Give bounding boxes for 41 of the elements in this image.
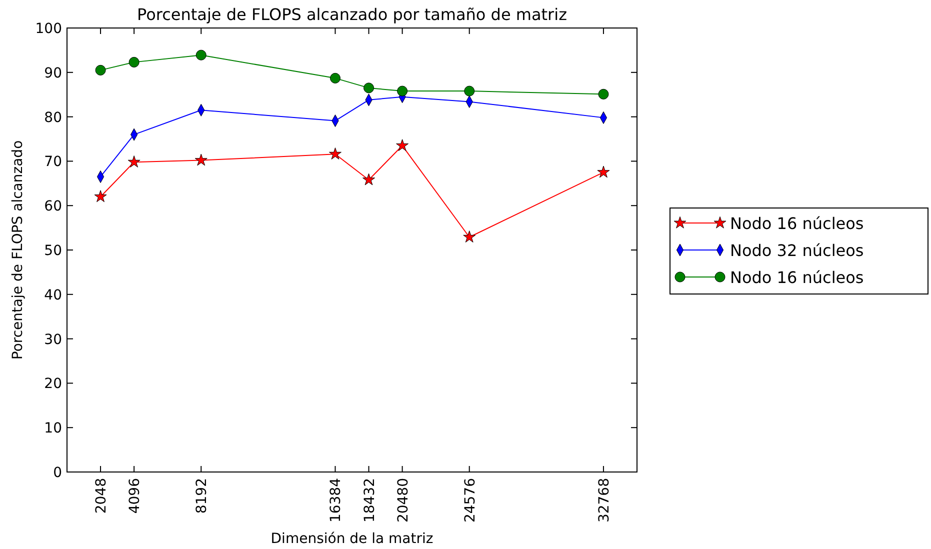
y-tick-label: 80 <box>44 110 62 126</box>
x-tick-label: 2048 <box>94 478 110 514</box>
y-tick-label: 90 <box>44 65 62 82</box>
x-axis-title: Dimensión de la matriz <box>270 531 434 547</box>
point <box>397 86 408 96</box>
point <box>194 154 208 166</box>
y-tick-label: 0 <box>53 465 62 481</box>
x-tick-label: 24576 <box>462 478 478 523</box>
point <box>363 82 374 94</box>
point <box>330 72 341 84</box>
y-tick-label: 30 <box>44 332 62 348</box>
point <box>597 166 610 178</box>
point <box>95 64 106 76</box>
point <box>464 86 475 96</box>
point <box>196 50 206 60</box>
x-tick-label: 8192 <box>194 478 210 514</box>
x-tick-label: 32768 <box>596 478 612 523</box>
y-tick-label: 60 <box>44 198 62 215</box>
point <box>94 190 107 202</box>
x-tick-label: 20480 <box>395 478 412 523</box>
x-tick-label: 18432 <box>362 478 378 523</box>
y-tick-label: 50 <box>44 243 62 259</box>
point <box>128 156 140 168</box>
y-tick-label: 70 <box>44 154 62 170</box>
point <box>396 139 409 152</box>
y-tick-label: 40 <box>44 287 62 304</box>
y-tick-label: 100 <box>35 21 62 37</box>
y-axis-title: Porcentaje de FLOPS alcanzado <box>10 140 26 360</box>
y-tick-label: 20 <box>44 376 62 392</box>
point <box>598 88 609 100</box>
point <box>328 148 342 160</box>
y-tick-label: 10 <box>44 420 62 437</box>
point <box>128 56 140 68</box>
legend-label: Nodo 16 núcleos <box>730 268 864 287</box>
point <box>463 230 476 242</box>
x-tick-label: 16384 <box>328 478 344 523</box>
chart-title: Porcentaje de FLOPS alcanzado por tamaño de matriz <box>137 5 567 24</box>
legend-label: Nodo 16 núcleos <box>730 214 864 233</box>
legend-label: Nodo 32 núcleos <box>730 241 864 260</box>
x-tick-label: 4096 <box>127 478 144 514</box>
point <box>362 173 376 186</box>
